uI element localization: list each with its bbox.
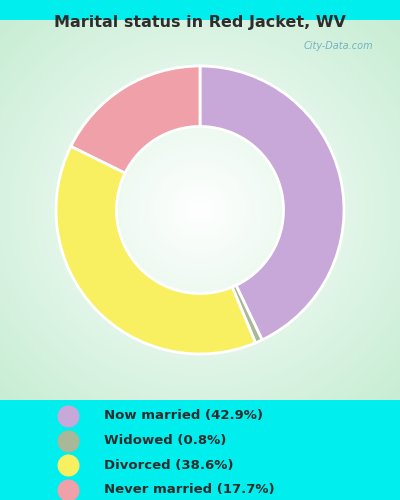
Text: City-Data.com: City-Data.com bbox=[303, 41, 373, 51]
Wedge shape bbox=[232, 286, 262, 343]
Text: Now married (42.9%): Now married (42.9%) bbox=[104, 410, 263, 422]
Text: Divorced (38.6%): Divorced (38.6%) bbox=[104, 458, 234, 471]
Text: Never married (17.7%): Never married (17.7%) bbox=[104, 483, 275, 496]
Point bbox=[65, 486, 71, 494]
Point bbox=[65, 436, 71, 444]
Text: Widowed (0.8%): Widowed (0.8%) bbox=[104, 434, 226, 447]
Point bbox=[65, 461, 71, 469]
Text: Marital status in Red Jacket, WV: Marital status in Red Jacket, WV bbox=[54, 15, 346, 30]
Wedge shape bbox=[71, 66, 200, 173]
Wedge shape bbox=[56, 146, 256, 354]
Point bbox=[65, 412, 71, 420]
Wedge shape bbox=[200, 66, 344, 340]
